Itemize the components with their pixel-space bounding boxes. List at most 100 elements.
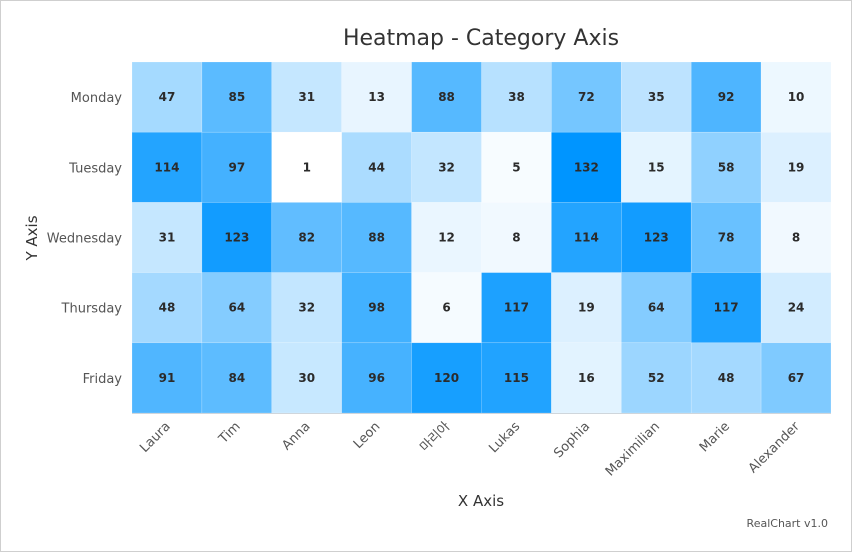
cell-data-label: 115: [504, 371, 529, 385]
cell-data-label: 24: [788, 301, 805, 315]
cell-data-label: 19: [788, 160, 805, 174]
cell-data-label: 12: [438, 231, 455, 245]
cell-data-label: 114: [154, 160, 179, 174]
cell-data-label: 8: [512, 231, 520, 245]
heatmap-cell[interactable]: [551, 342, 622, 414]
heatmap-cell[interactable]: [481, 202, 552, 273]
cell-data-label: 15: [648, 160, 665, 174]
heatmap-cell[interactable]: [760, 131, 832, 203]
heatmap-cell[interactable]: [131, 202, 203, 273]
heatmap-cell[interactable]: [621, 131, 692, 203]
heatmap-cell[interactable]: [201, 61, 273, 133]
cell-data-label: 120: [434, 371, 459, 385]
heatmap-cell[interactable]: [271, 202, 342, 273]
cell-data-label: 10: [788, 90, 805, 104]
cell-data-label: 84: [228, 371, 245, 385]
x-tick-label: Maximilian: [603, 419, 663, 479]
cell-data-label: 64: [228, 301, 245, 315]
cell-data-label: 85: [228, 90, 245, 104]
x-tick-label: Laura: [137, 419, 174, 456]
y-tick-label: Wednesday: [47, 232, 123, 247]
cell-data-label: 67: [788, 371, 805, 385]
heatmap-cell[interactable]: [621, 272, 692, 344]
cell-data-label: 19: [578, 301, 595, 315]
cell-data-label: 35: [648, 90, 665, 104]
heatmap-cell[interactable]: [411, 342, 482, 414]
y-tick-label: Thursday: [61, 302, 123, 317]
cell-data-label: 52: [648, 371, 665, 385]
cell-data-label: 44: [368, 160, 385, 174]
cell-data-label: 96: [368, 371, 385, 385]
heatmap-cell[interactable]: [341, 202, 412, 273]
x-tick-label: Lukas: [486, 419, 523, 456]
heatmap-cell[interactable]: [690, 272, 762, 344]
heatmap-cell[interactable]: [271, 272, 342, 344]
y-axis-title: Y Axis: [23, 215, 41, 261]
cell-data-label: 13: [368, 90, 385, 104]
heatmap-cell[interactable]: [690, 61, 762, 133]
y-axis-labels: Monday Tuesday Wednesday Thursday Friday: [47, 91, 123, 387]
cell-data-label: 98: [368, 301, 385, 315]
heatmap-cell[interactable]: [551, 202, 622, 273]
cell-data-label: 114: [574, 231, 599, 245]
heatmap-cell[interactable]: [621, 342, 692, 414]
x-tick-label: Sophia: [551, 419, 593, 461]
cell-data-label: 31: [159, 231, 176, 245]
heatmap-cell[interactable]: [551, 61, 622, 133]
x-tick-label: Tim: [216, 419, 244, 447]
heatmap-cell[interactable]: [481, 131, 552, 203]
heatmap-cell[interactable]: [341, 131, 412, 203]
heatmap-cell[interactable]: [341, 61, 412, 133]
cell-data-label: 38: [508, 90, 525, 104]
cell-data-label: 92: [718, 90, 735, 104]
heatmap-cell[interactable]: [271, 131, 342, 203]
cell-data-label: 6: [442, 301, 450, 315]
heatmap-cell[interactable]: [411, 272, 482, 344]
cell-data-label: 16: [578, 371, 595, 385]
heatmap-cell[interactable]: [341, 272, 412, 344]
heatmap-cell[interactable]: [760, 202, 832, 273]
cell-data-label: 48: [718, 371, 735, 385]
cell-data-label: 82: [298, 231, 315, 245]
heatmap-cell[interactable]: [690, 131, 762, 203]
heatmap-cell[interactable]: [131, 131, 203, 203]
cell-data-label: 32: [438, 160, 455, 174]
heatmap-cell[interactable]: [481, 342, 552, 414]
cell-data-label: 30: [298, 371, 315, 385]
x-axis-title: X Axis: [458, 492, 504, 510]
cell-data-label: 8: [792, 231, 800, 245]
heatmap-cell[interactable]: [760, 342, 832, 414]
heatmap-cell[interactable]: [131, 61, 203, 133]
heatmap-cell[interactable]: [690, 342, 762, 414]
heatmap-cell[interactable]: [131, 342, 203, 414]
cell-data-label: 91: [159, 371, 176, 385]
heatmap-cell[interactable]: [271, 342, 342, 414]
y-tick-label: Tuesday: [68, 161, 122, 176]
heatmap-cell[interactable]: [411, 61, 482, 133]
cell-data-label: 72: [578, 90, 595, 104]
x-tick-label: 마리아: [417, 419, 453, 455]
heatmap-cell[interactable]: [551, 272, 622, 344]
heatmap-cell[interactable]: [551, 131, 622, 203]
cell-data-label: 78: [718, 231, 735, 245]
cell-data-label: 64: [648, 301, 665, 315]
cell-data-label: 132: [574, 160, 599, 174]
heatmap-cell[interactable]: [481, 272, 552, 344]
cell-data-label: 123: [224, 231, 249, 245]
x-axis-labels: Laura Tim Anna Leon 마리아 Lukas Sophia Maximilian…: [137, 419, 803, 480]
heatmap-cell[interactable]: [621, 202, 692, 273]
cell-data-label: 32: [298, 301, 315, 315]
heatmap-cell[interactable]: [201, 202, 273, 273]
cell-data-label: 5: [512, 160, 520, 174]
heatmap-cell[interactable]: [411, 131, 482, 203]
heatmap-cell[interactable]: [271, 61, 342, 133]
heatmap-cell[interactable]: [341, 342, 412, 414]
heatmap-cell[interactable]: [201, 131, 273, 203]
cell-data-label: 1: [303, 160, 311, 174]
cell-data-label: 117: [504, 301, 529, 315]
heatmap-cell[interactable]: [201, 342, 273, 414]
cell-data-label: 47: [159, 90, 176, 104]
heatmap-cell[interactable]: [760, 61, 832, 133]
